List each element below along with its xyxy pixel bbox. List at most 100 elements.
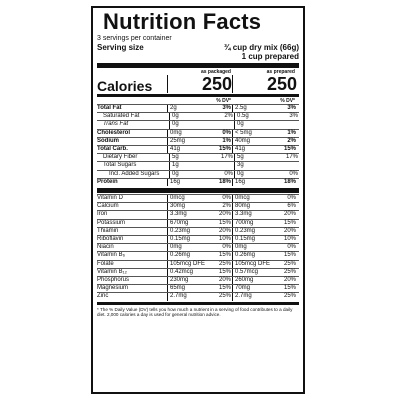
nutrient-name: Dietary Fiber [103, 154, 138, 161]
nutrient-amount: 41g [170, 146, 181, 153]
nutrient-row: Saturated Fat 0g 2% 0.5g 3% [97, 112, 299, 121]
nutrient-row: Iron 3.3mg 20% 3.3mg 20% [97, 210, 299, 219]
packaged-values: 0.26mg 15% [167, 252, 232, 260]
packaged-values: 0.42mcg 15% [167, 268, 232, 277]
prepared-values: 3.3mg 20% [232, 211, 297, 219]
nutrient-amount: 16g [235, 178, 246, 185]
nutrient-row: Protein 16g 18% 16g 18% [97, 177, 299, 187]
nutrient-dv: 0% [222, 129, 231, 136]
medium-divider [97, 94, 299, 97]
nutrient-dv: 2% [287, 137, 296, 144]
nutrient-dv: 25% [283, 268, 296, 275]
nutrient-dv: 20% [218, 277, 231, 284]
prepared-values: 40mg 2% [232, 137, 297, 146]
nutrient-amount: 3g [237, 162, 244, 169]
nutrient-amount: 80mg [235, 203, 251, 210]
packaged-values: 1g [169, 162, 234, 170]
nutrient-name: Folate [97, 260, 114, 267]
nutrient-dv: 20% [283, 227, 296, 234]
packaged-values: 30mg 2% [167, 203, 232, 211]
nutrient-dv: 0% [287, 195, 296, 202]
nutrient-dv: 3% [289, 113, 298, 120]
nutrient-amount: 0.15mg [235, 236, 256, 243]
nutrient-name: Trans Fat [103, 121, 129, 128]
packaged-values: 0mcg 0% [167, 195, 232, 203]
nutrient-amount: 0g [237, 170, 244, 177]
prepared-values: < 5mg 1% [232, 129, 297, 137]
packaged-values: 230mg 20% [167, 277, 232, 285]
nutrient-dv: 17% [285, 154, 298, 161]
packaged-values: 2g 3% [167, 105, 232, 113]
nutrient-dv: 10% [283, 236, 296, 243]
packaged-values: 5g 17% [169, 154, 234, 162]
dv-header-row: % DV* % DV* [97, 98, 299, 104]
nutrient-amount: 2g [170, 105, 177, 111]
nutrient-amount: 25mg [170, 137, 186, 144]
nutrient-amount: 65mg [170, 285, 186, 292]
nutrient-dv: 1% [222, 137, 231, 144]
nutrient-dv: 1% [287, 129, 296, 136]
nutrient-dv: 20% [218, 211, 231, 218]
nutrient-row: Vitamin B₁₂ 0.42mcg 15% 0.57mcg 25% [97, 267, 299, 277]
nutrient-row: Magnesium 65mg 15% 70mg 15% [97, 284, 299, 293]
nutrient-dv: 15% [283, 285, 296, 292]
packaged-values: 2.7mg 25% [167, 293, 232, 301]
nutrition-facts-label: Nutrition Facts 3 servings per container… [91, 6, 305, 394]
label-title: Nutrition Facts [103, 9, 262, 34]
prepared-values: 0g [234, 121, 299, 129]
nutrient-dv: 15% [283, 146, 296, 153]
packaged-values: 105mcg DFE 25% [167, 260, 232, 268]
packaged-values: 0g [169, 121, 235, 129]
packaged-values: 0mg 0% [167, 244, 232, 252]
nutrient-amount: 16g [170, 178, 181, 185]
calories-packaged: 250 [167, 75, 232, 93]
prepared-values: 70mg 15% [232, 285, 297, 293]
nutrient-row: Folate 105mcg DFE 25% 105mcg DFE 25% [97, 259, 299, 268]
nutrient-amount: 0.5g [237, 113, 249, 120]
nutrient-amount: 5g [237, 154, 244, 161]
nutrient-row: Calcium 30mg 2% 80mg 6% [97, 202, 299, 211]
packaged-values: 0.15mg 10% [167, 236, 232, 244]
nutrient-amount: 0g [172, 170, 179, 177]
nutrient-dv: 2% [224, 113, 233, 120]
nutrient-dv: 25% [283, 260, 296, 267]
nutrient-amount: 30mg [170, 203, 186, 210]
prepared-values: 3g [234, 162, 300, 170]
nutrient-amount: 0g [172, 121, 179, 128]
nutrient-amount: < 5mg [235, 129, 252, 136]
prepared-values: 0.5g 3% [234, 113, 299, 121]
nutrient-dv: 25% [283, 293, 296, 300]
nutrient-row: Zinc 2.7mg 25% 2.7mg 25% [97, 292, 299, 301]
nutrient-amount: 2.7mg [170, 293, 187, 300]
nutrient-dv: 25% [218, 293, 231, 300]
nutrient-dv [203, 121, 235, 128]
nutrient-name: Vitamin B₁₂ [97, 268, 127, 275]
thick-divider [97, 63, 299, 68]
nutrient-amount: 0mg [170, 244, 182, 251]
nutrient-amount: 105mcg DFE [170, 260, 206, 267]
packaged-values: 16g 18% [167, 178, 232, 187]
vitamin-rows: Vitamin D 0mcg 0% 0mcg 0% Calcium 30mg 2% 80mg 6%… [97, 194, 299, 301]
nutrient-dv: 6% [287, 203, 296, 210]
nutrient-row: Total Carb. 41g 15% 41g 15% [97, 145, 299, 154]
nutrient-row: Total Sugars 1g 3g [97, 161, 300, 170]
nutrient-name: Calcium [97, 203, 119, 210]
nutrient-name: Incl. Added Sugars [109, 170, 160, 177]
nutrient-name: Saturated Fat [103, 113, 140, 120]
nutrient-row: Riboflavin 0.15mg 10% 0.15mg 10% [97, 235, 299, 244]
serving-size-prepared: 1 cup prepared [241, 52, 299, 61]
nutrient-name: Cholesterol [97, 129, 131, 136]
nutrient-dv [268, 162, 300, 169]
nutrient-amount: 0mcg [235, 195, 250, 202]
nutrient-amount: 0.26mg [170, 252, 191, 259]
prepared-values: 260mg 20% [232, 277, 297, 285]
serving-size-dry: ¾ cup dry mix (66g) [223, 43, 299, 52]
nutrient-row: Incl. Added Sugars 0g 0% 0g 0% [97, 169, 299, 178]
nutrient-dv: 15% [218, 146, 231, 153]
nutrient-amount: 3.3mg [170, 211, 187, 218]
nutrient-dv: 20% [283, 277, 296, 284]
packaged-values: 65mg 15% [167, 285, 232, 293]
nutrient-name: Thiamin [97, 227, 119, 234]
nutrient-name: Iron [97, 211, 108, 218]
nutrient-amount: 0mg [235, 244, 247, 251]
